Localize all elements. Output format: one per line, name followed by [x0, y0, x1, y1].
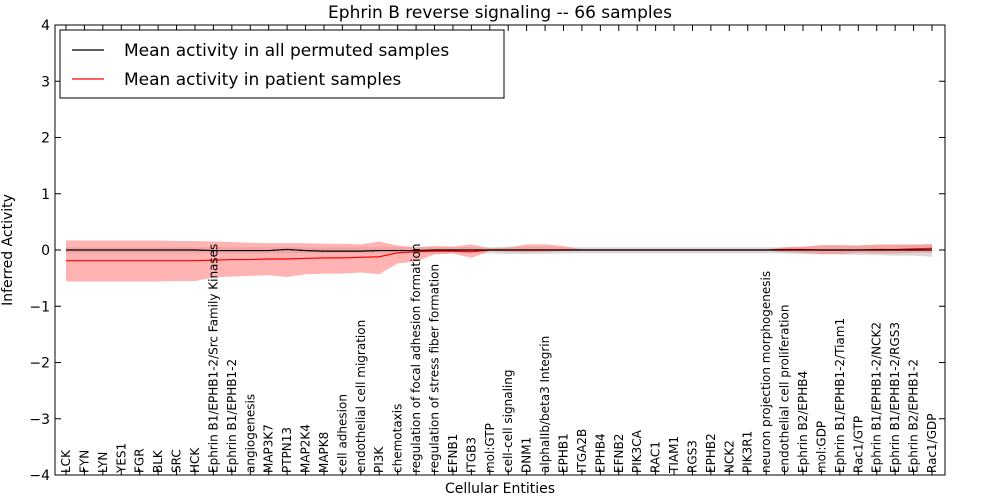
line-series-0: [66, 248, 932, 252]
x-tick-label-36: NCK2: [722, 440, 736, 473]
y-axis-label: Inferred Activity: [0, 194, 16, 306]
y-tick-label-0: 0: [41, 243, 50, 259]
x-tick-label-38: neuron projection morphogenesis: [759, 271, 773, 473]
x-tick-label-2: LYN: [96, 452, 110, 473]
x-tick-label-37: PIK3R1: [741, 431, 755, 473]
legend-label-permuted: Mean activity in all permuted samples: [124, 41, 449, 61]
x-tick-label-10: angiogenesis: [243, 394, 257, 473]
y-tick-label--1: −1: [29, 299, 50, 315]
x-tick-label-0: LCK: [59, 449, 73, 473]
x-tick-label-11: MAP3K7: [262, 424, 276, 473]
x-tick-label-7: HCK: [188, 447, 202, 473]
x-axis-label: Cellular Entities: [445, 481, 555, 497]
y-axis: −4 −3 −2 −1 0 1 2 3 4: [29, 18, 945, 484]
y-tick-label--3: −3: [29, 412, 50, 428]
x-tick-label-46: Ephrin B2/EPHB1-2: [907, 359, 921, 473]
x-tick-label-44: Ephrin B1/EPHB1-2/NCK2: [870, 322, 884, 473]
x-tick-label-15: cell adhesion: [335, 394, 349, 473]
x-tick-label-18: chemotaxis: [391, 404, 405, 473]
x-tick-label-39: endothelial cell proliferation: [778, 305, 792, 473]
x-tick-label-19: regulation of focal adhesion formation: [409, 244, 423, 473]
y-tick-label-2: 2: [41, 131, 50, 147]
x-tick-label-1: FYN: [77, 450, 91, 473]
x-tick-label-13: MAP2K4: [299, 424, 313, 473]
x-tick-label-22: ITGB3: [464, 437, 478, 473]
x-tick-label-33: TIAM1: [667, 436, 681, 474]
x-tick-label-23: mol:GTP: [483, 423, 497, 473]
x-axis: LCK FYN LYN YES1 FGR BLK SRC HCK Ephrin B1/EPHB1…: [59, 25, 939, 475]
x-tick-label-25: DNM1: [520, 437, 534, 473]
x-tick-label-9: Ephrin B1/EPHB1-2: [225, 359, 239, 473]
legend-label-patient: Mean activity in patient samples: [124, 70, 401, 90]
x-tick-label-4: FGR: [133, 448, 147, 473]
x-tick-label-3: YES1: [114, 443, 128, 474]
y-tick-label-3: 3: [41, 74, 50, 90]
series-lines: [66, 247, 933, 262]
x-tick-label-5: BLK: [151, 449, 165, 473]
x-tick-label-20: regulation of stress fiber formation: [428, 264, 442, 473]
x-tick-label-40: Ephrin B2/EPHB4: [796, 371, 810, 473]
y-tick-label-1: 1: [41, 187, 50, 203]
x-tick-label-21: EFNB1: [446, 434, 460, 473]
x-tick-label-27: EPHB1: [556, 433, 570, 473]
y-tick-label--2: −2: [29, 356, 50, 372]
x-tick-label-16: endothelial cell migration: [354, 320, 368, 473]
x-tick-label-26: alphaIIb/beta3 Integrin: [538, 336, 552, 473]
x-tick-label-30: EFNB2: [612, 434, 626, 473]
x-tick-label-45: Ephrin B1/EPHB1-2/RGS3: [888, 322, 902, 473]
x-tick-label-32: RAC1: [649, 441, 663, 473]
x-tick-label-12: PTPN13: [280, 427, 294, 473]
x-tick-label-35: EPHB2: [704, 433, 718, 473]
y-tick-label-4: 4: [41, 18, 50, 34]
x-tick-label-6: SRC: [170, 449, 184, 473]
legend-box: [59, 29, 505, 99]
band-series-1: [66, 240, 932, 282]
x-tick-label-42: Ephrin B1/EPHB1-2/Tiam1: [833, 318, 847, 473]
x-tick-label-31: PIK3CA: [630, 429, 644, 473]
x-tick-label-24: cell-cell signaling: [501, 369, 515, 473]
y-tick-label--4: −4: [29, 468, 50, 484]
x-tick-label-41: mol:GDP: [814, 421, 828, 473]
legend: Mean activity in all permuted samples Me…: [59, 29, 505, 99]
x-tick-label-8: Ephrin B1/EPHB1-2/Src Family Kinases: [206, 244, 220, 473]
x-tick-label-43: Rac1/GTP: [851, 416, 865, 473]
x-tick-label-28: ITGA2B: [575, 429, 589, 473]
x-tick-label-47: Rac1/GDP: [925, 414, 939, 473]
x-tick-label-29: EPHB4: [593, 433, 607, 473]
x-tick-label-34: RGS3: [685, 440, 699, 473]
x-tick-label-17: PI3K: [372, 446, 386, 473]
chart-title: Ephrin B reverse signaling -- 66 samples: [328, 3, 672, 23]
x-tick-label-14: MAPK8: [317, 432, 331, 473]
